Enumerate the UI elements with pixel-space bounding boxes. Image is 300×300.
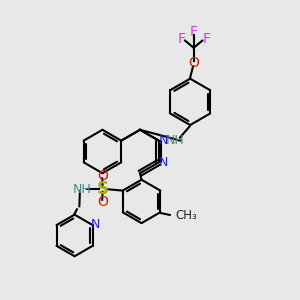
Text: NH: NH [73, 183, 92, 196]
Text: F: F [190, 25, 198, 39]
Text: F: F [177, 32, 185, 46]
Text: N: N [158, 134, 168, 146]
Text: N: N [91, 218, 100, 231]
Text: F: F [202, 32, 210, 46]
Text: O: O [188, 56, 199, 70]
Text: O: O [97, 195, 108, 209]
Text: N: N [158, 156, 168, 170]
Text: S: S [97, 180, 109, 198]
Text: NH: NH [165, 134, 184, 147]
Text: CH₃: CH₃ [175, 209, 197, 222]
Text: O: O [97, 169, 108, 183]
